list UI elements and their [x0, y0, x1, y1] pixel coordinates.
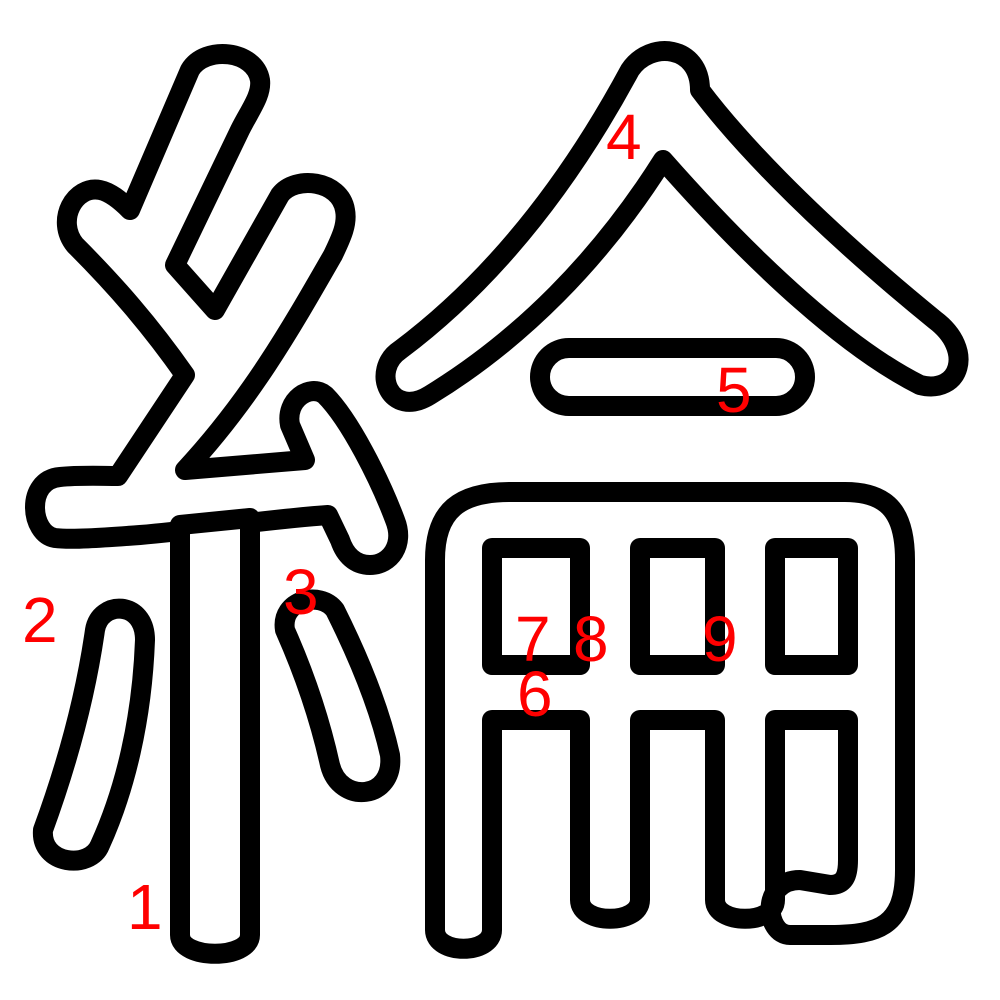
stroke-6-frame — [425, 482, 915, 959]
stroke-1-vertical — [170, 508, 260, 964]
stroke-number-label: 8 — [573, 603, 609, 675]
stroke-number-label: 7 — [515, 603, 551, 675]
stroke-number-label: 3 — [283, 556, 319, 628]
stroke-number-label: 2 — [22, 584, 58, 656]
stroke-number-label: 5 — [716, 354, 752, 426]
stroke-radical-top — [25, 44, 409, 575]
stroke-5-horizontal — [530, 338, 815, 416]
stroke-number-label: 6 — [517, 658, 553, 730]
stroke-number-label: 4 — [606, 101, 642, 173]
stroke-4-roof — [375, 41, 969, 412]
stroke-2-left-dot — [33, 598, 155, 871]
stroke-3-right-dot — [274, 589, 401, 802]
stroke-number-label: 9 — [702, 603, 738, 675]
stroke-number-label: 1 — [127, 871, 163, 943]
